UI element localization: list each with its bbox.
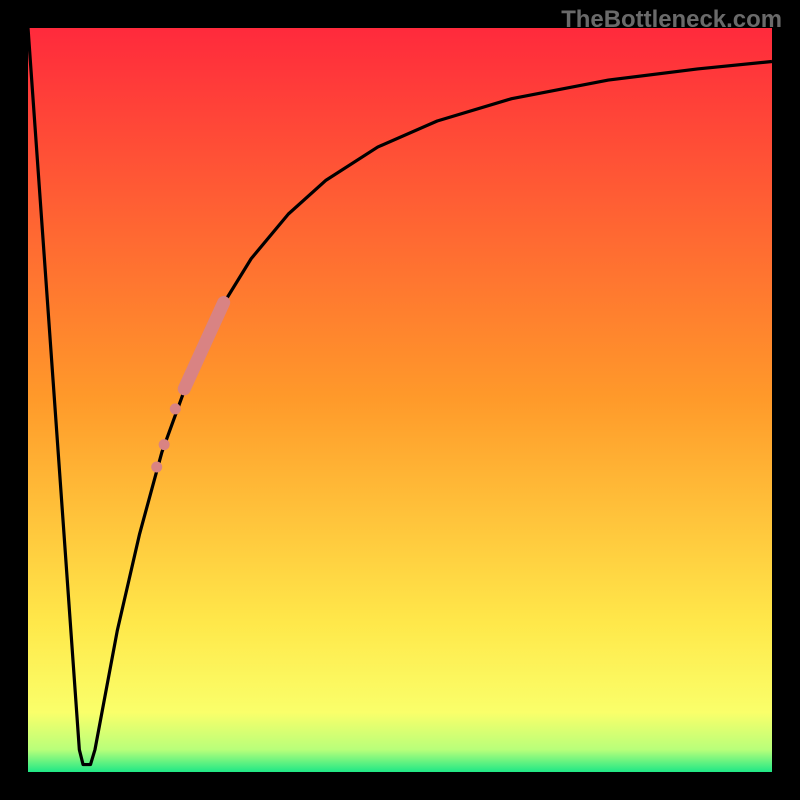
marker-dot (151, 461, 162, 472)
marker-dot (170, 403, 181, 414)
curve-layer (0, 0, 800, 800)
bottleneck-curve (28, 28, 772, 765)
chart-container: TheBottleneck.com (0, 0, 800, 800)
attribution-label: TheBottleneck.com (561, 6, 782, 34)
marker-band (184, 303, 223, 389)
marker-dot (159, 439, 170, 450)
attribution-text: TheBottleneck.com (561, 6, 782, 33)
